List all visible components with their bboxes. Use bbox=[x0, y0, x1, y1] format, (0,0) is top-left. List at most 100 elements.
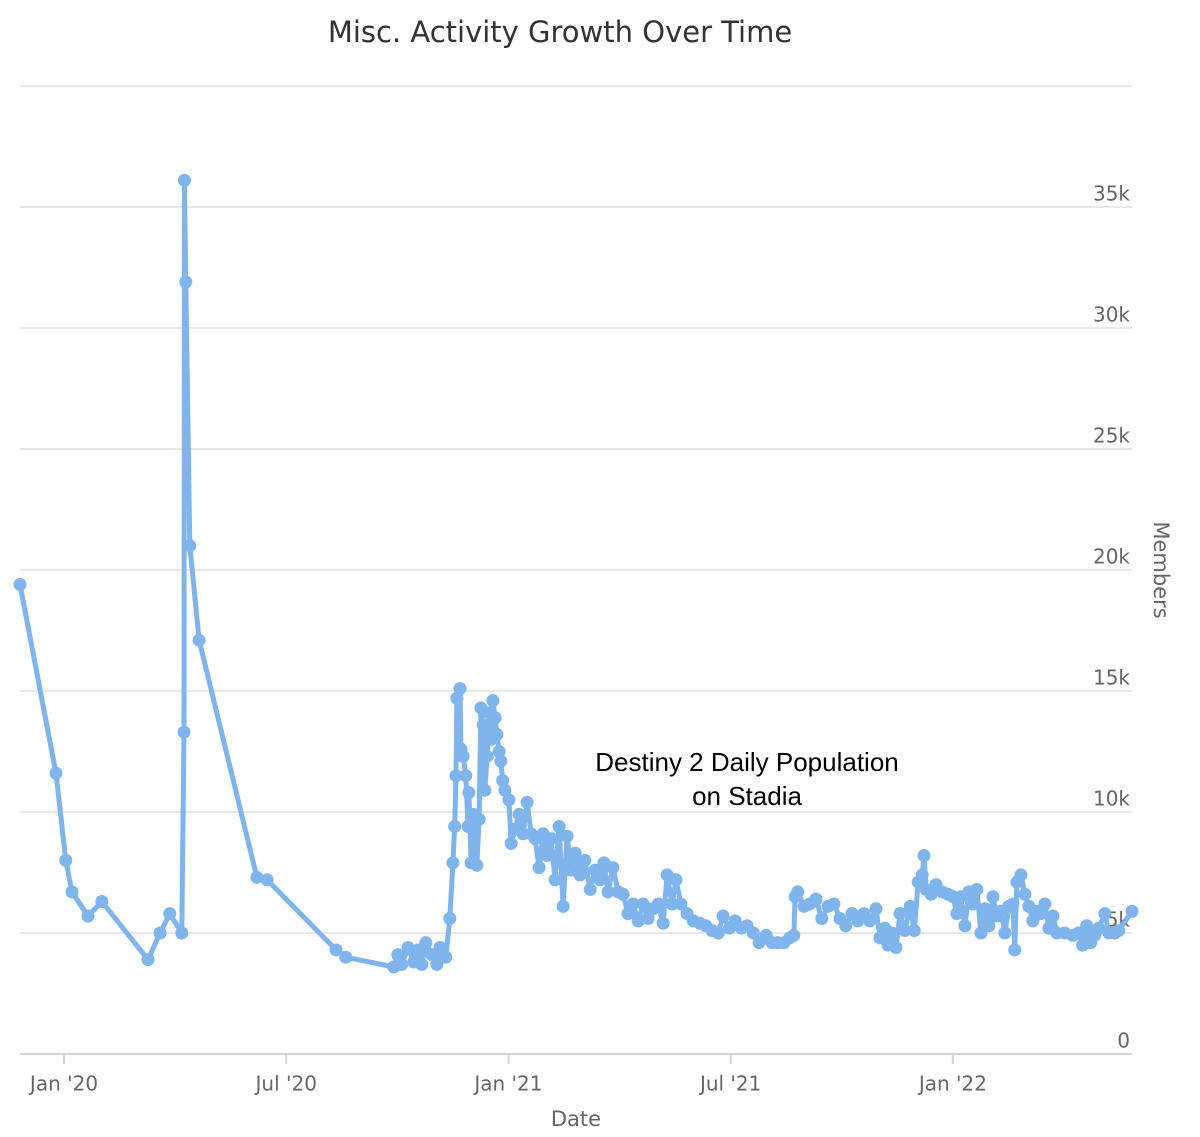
data-point bbox=[476, 718, 490, 732]
data-point bbox=[496, 774, 510, 788]
data-point bbox=[443, 911, 457, 925]
data-point bbox=[1125, 904, 1139, 918]
y-tick-label: 20k bbox=[1093, 545, 1130, 569]
data-point bbox=[478, 783, 492, 797]
chart-title: Misc. Activity Growth Over Time bbox=[328, 15, 792, 49]
data-point bbox=[982, 919, 996, 933]
data-point bbox=[49, 766, 63, 780]
data-point bbox=[329, 943, 343, 957]
data-point bbox=[889, 941, 903, 955]
data-point bbox=[504, 836, 518, 850]
data-point bbox=[636, 897, 650, 911]
data-point bbox=[177, 173, 191, 187]
data-point bbox=[462, 786, 476, 800]
data-point bbox=[606, 861, 620, 875]
data-point bbox=[827, 897, 841, 911]
data-point bbox=[1008, 943, 1022, 957]
x-tick-label: Jan '22 bbox=[917, 1072, 987, 1096]
data-point bbox=[430, 957, 444, 971]
x-tick-label: Jan '21 bbox=[472, 1072, 542, 1096]
data-point bbox=[540, 849, 554, 863]
data-point bbox=[401, 941, 415, 955]
data-point bbox=[95, 895, 109, 909]
data-point bbox=[488, 711, 502, 725]
data-point bbox=[179, 275, 193, 289]
data-point bbox=[449, 769, 463, 783]
data-point bbox=[395, 957, 409, 971]
data-point bbox=[791, 885, 805, 899]
data-point bbox=[544, 832, 558, 846]
data-point bbox=[716, 909, 730, 923]
data-point bbox=[651, 897, 665, 911]
data-point bbox=[970, 882, 984, 896]
annotation: on Stadia bbox=[692, 781, 802, 811]
data-point bbox=[578, 853, 592, 867]
data-point bbox=[1092, 921, 1106, 935]
data-point bbox=[153, 926, 167, 940]
data-point bbox=[552, 820, 566, 834]
data-point bbox=[907, 924, 921, 938]
data-point bbox=[616, 887, 630, 901]
data-point bbox=[415, 957, 429, 971]
data-point bbox=[486, 694, 500, 708]
data-point bbox=[839, 919, 853, 933]
data-point bbox=[656, 916, 670, 930]
data-point bbox=[863, 914, 877, 928]
data-point bbox=[568, 846, 582, 860]
data-point bbox=[492, 745, 506, 758]
data-point bbox=[1046, 909, 1060, 923]
data-point bbox=[573, 868, 587, 882]
data-point bbox=[950, 907, 964, 921]
data-point bbox=[1006, 897, 1020, 911]
y-tick-label: 25k bbox=[1093, 424, 1130, 448]
data-point bbox=[674, 897, 688, 911]
data-point bbox=[924, 887, 938, 901]
data-point bbox=[1038, 897, 1052, 911]
data-point bbox=[192, 633, 206, 647]
data-point bbox=[548, 873, 562, 887]
data-point bbox=[787, 928, 801, 942]
data-point bbox=[453, 682, 467, 696]
y-tick-label: 35k bbox=[1093, 182, 1130, 206]
data-point bbox=[1018, 887, 1032, 901]
data-point bbox=[601, 885, 615, 899]
data-point bbox=[472, 812, 486, 826]
data-point bbox=[183, 539, 197, 553]
data-point bbox=[175, 926, 189, 940]
data-point bbox=[480, 749, 494, 763]
data-point bbox=[626, 897, 640, 911]
data-point bbox=[470, 858, 484, 872]
data-point bbox=[532, 861, 546, 875]
data-point bbox=[260, 873, 274, 887]
y-tick-label: 10k bbox=[1093, 787, 1130, 811]
data-point bbox=[459, 769, 473, 783]
data-point bbox=[665, 897, 679, 911]
data-point bbox=[1080, 919, 1094, 933]
data-point bbox=[711, 926, 725, 940]
data-point bbox=[494, 754, 508, 768]
data-point bbox=[621, 907, 635, 921]
data-point bbox=[339, 950, 353, 964]
data-point bbox=[177, 725, 191, 739]
data-point bbox=[446, 856, 460, 870]
data-point bbox=[433, 941, 447, 955]
data-point bbox=[163, 907, 177, 921]
x-tick-label: Jan '20 bbox=[28, 1072, 98, 1096]
data-point bbox=[815, 911, 829, 925]
data-point bbox=[250, 870, 264, 884]
data-point bbox=[998, 926, 1012, 940]
data-point bbox=[560, 829, 574, 843]
data-point bbox=[915, 868, 929, 882]
x-tick-label: Jul '21 bbox=[698, 1072, 761, 1096]
data-point bbox=[746, 926, 760, 940]
data-point bbox=[512, 807, 526, 821]
data-point bbox=[588, 863, 602, 877]
data-point bbox=[903, 899, 917, 913]
y-tick-label: 30k bbox=[1093, 303, 1130, 327]
data-point bbox=[13, 578, 27, 592]
data-point bbox=[448, 820, 462, 834]
data-point bbox=[966, 897, 980, 911]
data-point bbox=[520, 795, 534, 809]
data-point bbox=[1014, 868, 1028, 882]
x-tick-label: Jul '20 bbox=[254, 1072, 317, 1096]
